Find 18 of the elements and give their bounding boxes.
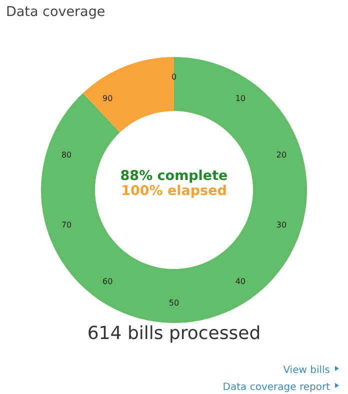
text: Data coverage report <box>222 382 330 393</box>
text: 10 <box>235 94 246 104</box>
donut-slice <box>41 57 307 323</box>
text: 50 <box>168 298 180 308</box>
donut-slice <box>82 57 174 132</box>
text: 70 <box>61 220 72 230</box>
text: 30 <box>276 220 287 230</box>
text: 100% elapsed <box>121 183 227 199</box>
text: 88% complete <box>120 168 228 184</box>
text: 80 <box>61 150 72 160</box>
text: View bills <box>283 365 330 376</box>
text: 90 <box>102 94 113 104</box>
text: 20 <box>276 150 287 160</box>
chart-title: Data coverage <box>6 4 106 20</box>
text: 60 <box>102 276 113 286</box>
text: 40 <box>235 276 246 286</box>
text: 0 <box>171 72 177 82</box>
text: 614 bills processed <box>87 323 261 344</box>
